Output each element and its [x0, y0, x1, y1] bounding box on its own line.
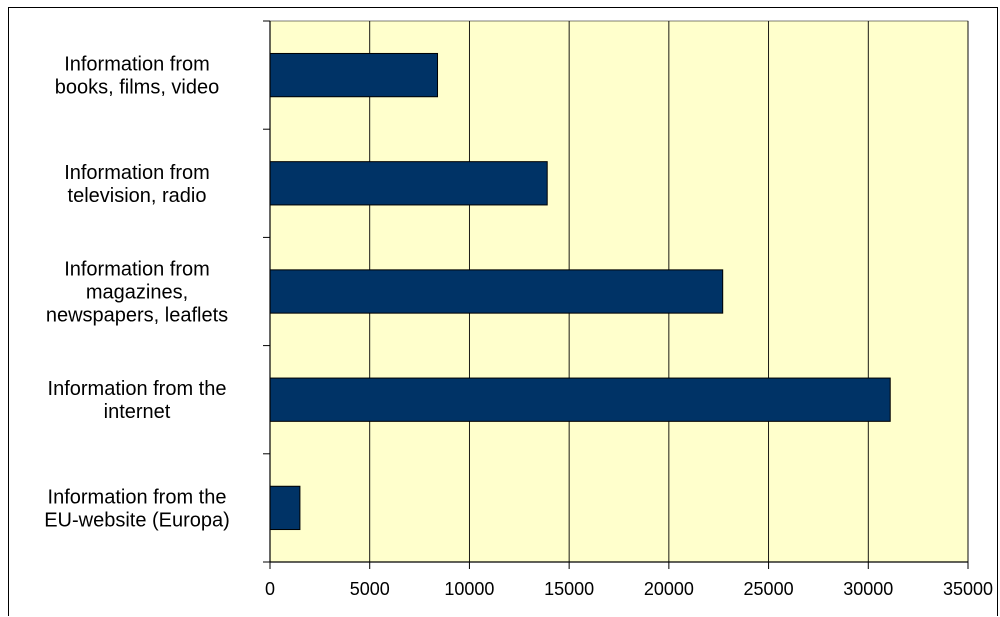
x-tick-label: 25000 — [744, 579, 794, 599]
bar — [269, 269, 724, 314]
category-label-line: Information from the — [48, 486, 227, 508]
bar — [269, 52, 439, 98]
category-label-line: books, films, video — [55, 77, 220, 99]
category-label: Information from books, films, video — [55, 54, 220, 99]
x-tick-label: 30000 — [843, 579, 893, 599]
category-label: Information from television, radio — [64, 162, 210, 207]
x-tick-label: 35000 — [943, 579, 993, 599]
x-tick-labels: 0 5000 10000 15000 20000 25000 30000 35000 — [263, 20, 993, 599]
category-label-line: Information from — [64, 54, 210, 76]
category-label: Information from the EU-website (Europa) — [44, 486, 230, 531]
category-label-line: Information from — [64, 162, 210, 184]
axes — [269, 21, 968, 563]
category-label-line: magazines, — [86, 282, 188, 304]
x-tick-label: 20000 — [644, 579, 694, 599]
x-tick-label: 10000 — [444, 579, 494, 599]
category-label-line: newspapers, leaflets — [46, 305, 228, 327]
bars — [269, 52, 891, 531]
x-tick-label: 0 — [265, 579, 275, 599]
category-label-line: television, radio — [68, 185, 207, 207]
x-tick-label: 5000 — [350, 579, 390, 599]
category-label-line: internet — [104, 401, 171, 423]
category-label-line: Information from the — [48, 378, 227, 400]
x-tick-label: 15000 — [544, 579, 594, 599]
category-label-line: EU-website (Europa) — [44, 509, 230, 531]
chart-frame — [8, 7, 998, 616]
category-label: Information from magazines, newspapers, le… — [46, 259, 228, 327]
category-label: Information from the internet — [48, 378, 227, 423]
bar — [269, 161, 548, 206]
bar — [269, 377, 891, 422]
category-labels: Information from books, films, videoInfor… — [44, 54, 230, 532]
category-label-line: Information from — [64, 259, 210, 281]
bar — [269, 485, 301, 531]
